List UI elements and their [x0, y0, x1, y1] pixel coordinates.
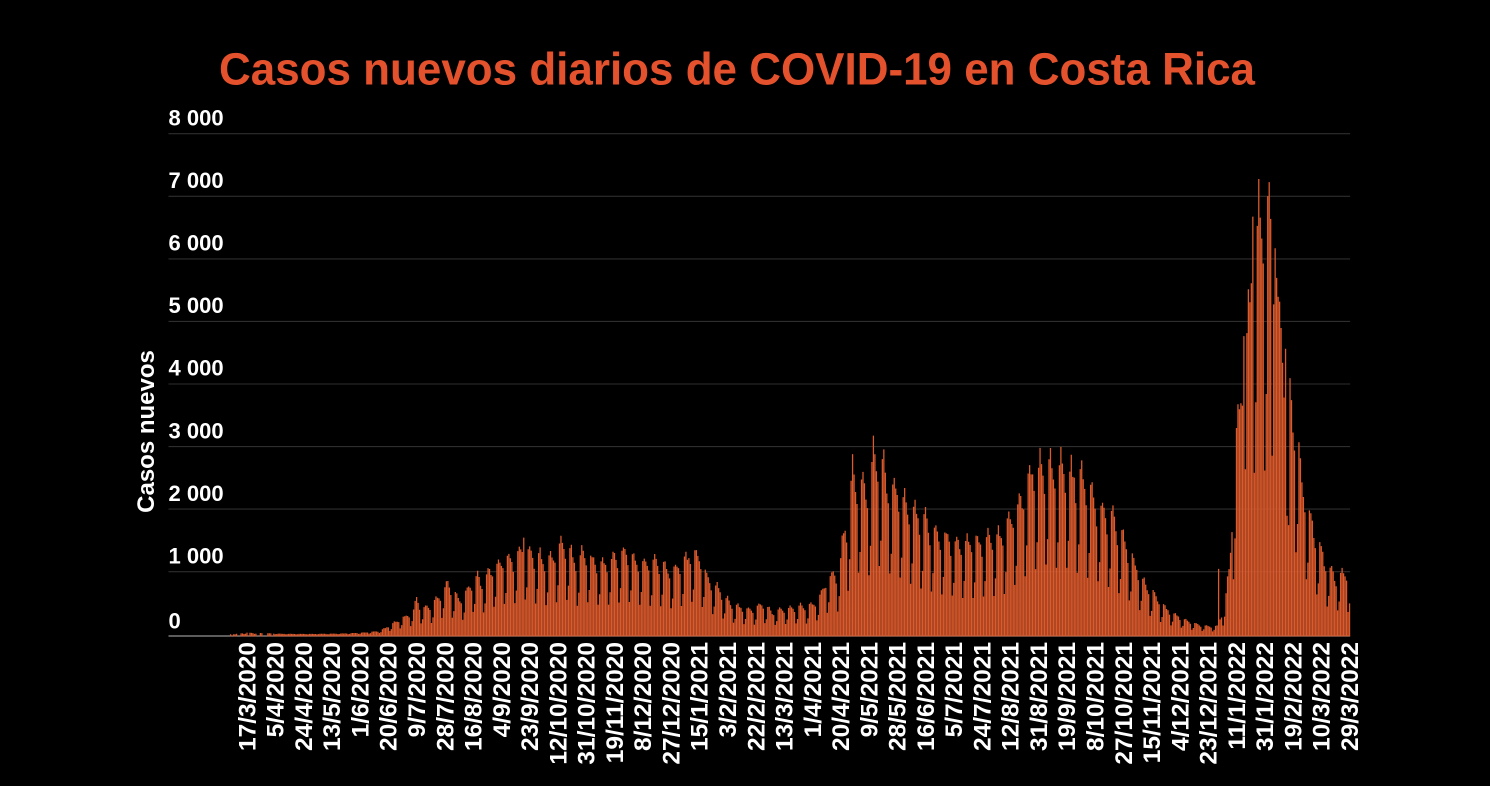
svg-text:4/12/2021: 4/12/2021	[1167, 642, 1194, 751]
svg-text:1 000: 1 000	[169, 543, 224, 568]
svg-text:24/4/2020: 24/4/2020	[291, 642, 318, 751]
svg-text:10/3/2022: 10/3/2022	[1309, 642, 1336, 751]
svg-text:23/9/2020: 23/9/2020	[517, 642, 544, 751]
svg-text:27/12/2020: 27/12/2020	[659, 642, 686, 765]
svg-text:Casos nuevos diarios de COVID-: Casos nuevos diarios de COVID-19 en Cost…	[219, 43, 1256, 94]
svg-text:12/8/2021: 12/8/2021	[998, 642, 1025, 751]
svg-text:31/10/2020: 31/10/2020	[574, 642, 601, 765]
svg-text:9/7/2020: 9/7/2020	[404, 642, 431, 737]
svg-text:8 000: 8 000	[169, 105, 224, 130]
svg-text:19/11/2020: 19/11/2020	[602, 642, 629, 763]
svg-text:4 000: 4 000	[169, 356, 224, 381]
svg-text:1/4/2021: 1/4/2021	[800, 642, 827, 737]
svg-text:31/1/2022: 31/1/2022	[1252, 642, 1279, 751]
svg-text:1/6/2020: 1/6/2020	[348, 642, 375, 737]
svg-text:28/5/2021: 28/5/2021	[885, 642, 912, 751]
svg-text:23/12/2021: 23/12/2021	[1196, 642, 1223, 765]
svg-text:9/5/2021: 9/5/2021	[856, 642, 883, 737]
svg-text:15/1/2021: 15/1/2021	[687, 642, 714, 751]
svg-text:16/8/2020: 16/8/2020	[461, 642, 488, 751]
svg-text:11/1/2022: 11/1/2022	[1224, 642, 1251, 750]
svg-text:13/5/2020: 13/5/2020	[319, 642, 346, 751]
svg-text:8/12/2020: 8/12/2020	[630, 642, 657, 751]
svg-text:20/4/2021: 20/4/2021	[828, 642, 855, 751]
svg-text:2 000: 2 000	[169, 481, 224, 506]
svg-text:0: 0	[169, 608, 181, 633]
svg-text:6 000: 6 000	[169, 231, 224, 256]
svg-text:3/2/2021: 3/2/2021	[715, 642, 742, 737]
svg-text:27/10/2021: 27/10/2021	[1111, 642, 1138, 765]
svg-text:28/7/2020: 28/7/2020	[432, 642, 459, 751]
svg-text:4/9/2020: 4/9/2020	[489, 642, 516, 737]
svg-text:19/9/2021: 19/9/2021	[1054, 642, 1081, 751]
svg-text:20/6/2020: 20/6/2020	[376, 642, 403, 751]
svg-text:24/7/2021: 24/7/2021	[969, 642, 996, 751]
svg-text:5/4/2020: 5/4/2020	[263, 642, 290, 737]
svg-text:31/8/2021: 31/8/2021	[1026, 642, 1053, 751]
svg-text:15/11/2021: 15/11/2021	[1139, 642, 1166, 763]
svg-text:13/3/2021: 13/3/2021	[772, 642, 799, 751]
svg-text:3 000: 3 000	[169, 418, 224, 443]
svg-text:19/2/2022: 19/2/2022	[1280, 642, 1307, 751]
svg-text:7 000: 7 000	[169, 168, 224, 193]
svg-text:17/3/2020: 17/3/2020	[234, 642, 261, 751]
svg-text:16/6/2021: 16/6/2021	[913, 642, 940, 751]
svg-text:22/2/2021: 22/2/2021	[743, 642, 770, 751]
svg-text:29/3/2022: 29/3/2022	[1337, 642, 1364, 751]
svg-text:12/10/2020: 12/10/2020	[545, 642, 572, 765]
svg-text:5/7/2021: 5/7/2021	[941, 642, 968, 737]
svg-text:8/10/2021: 8/10/2021	[1083, 642, 1110, 751]
svg-text:Casos nuevos: Casos nuevos	[133, 350, 160, 513]
svg-text:5 000: 5 000	[169, 293, 224, 318]
